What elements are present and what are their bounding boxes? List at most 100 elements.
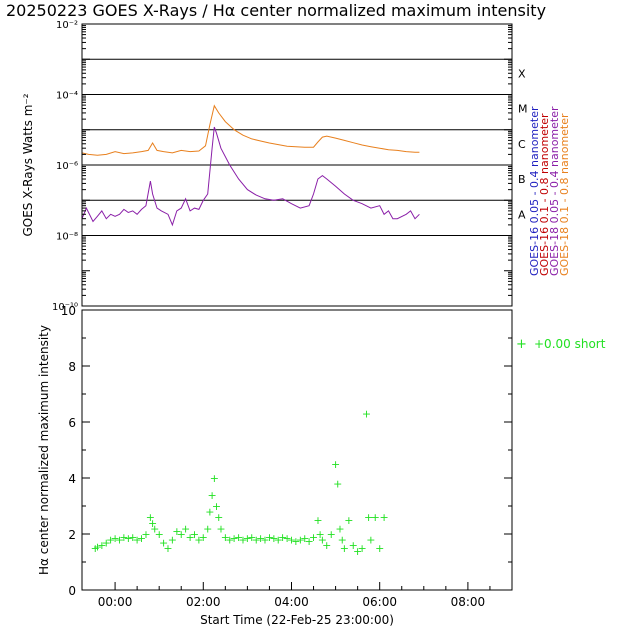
goes-legend-entry-3: GOES-18 0.1 - 0.8 nanometer (558, 113, 571, 276)
halpha-data-point: + (97, 539, 106, 552)
halpha-data-point: + (265, 531, 274, 544)
halpha-data-point: + (260, 534, 269, 547)
halpha-data-point: + (216, 522, 225, 535)
halpha-y-ticks: 0 2 4 6 8 10 (61, 304, 512, 598)
halpha-data-point: + (287, 534, 296, 547)
halpha-data-point: + (194, 534, 203, 547)
halpha-data-point: + (252, 534, 261, 547)
halpha-data-point: + (305, 535, 314, 548)
halpha-data-point: + (300, 532, 309, 545)
halpha-points-group: ++++++++++++++++++++++++++++++++++++++++… (91, 408, 389, 558)
goes-y-axis-label: GOES X-Rays Watts m⁻² (21, 93, 35, 236)
halpha-data-point: + (181, 522, 190, 535)
halpha-data-point: + (146, 511, 155, 524)
halpha-data-point: + (115, 534, 124, 547)
halpha-y-tick-label: 4 (68, 472, 76, 486)
goes-series-group (81, 104, 420, 227)
halpha-data-point: + (185, 531, 194, 544)
halpha-data-point: + (207, 489, 216, 502)
flare-class-label-m: M (518, 103, 528, 116)
halpha-data-point: + (331, 458, 340, 471)
halpha-y-tick-label: 10 (61, 304, 76, 318)
halpha-y-axis-label: Hα center normalized maximum intensity (37, 325, 51, 575)
goes-legend-entry-0: GOES-16 0.05 - 0.4 nanometer (528, 106, 541, 276)
halpha-data-point: + (106, 534, 115, 547)
halpha-data-point: + (141, 528, 150, 541)
halpha-data-point: + (168, 534, 177, 547)
halpha-data-point: + (256, 532, 265, 545)
halpha-legend: + +0.00 short (516, 337, 606, 352)
halpha-plot-frame (81, 309, 513, 591)
flare-class-label-b: B (518, 173, 526, 186)
time-x-tick-label: 02:00 (186, 595, 221, 609)
halpha-data-point: + (344, 514, 353, 527)
halpha-data-point: + (119, 531, 128, 544)
halpha-data-point: + (247, 531, 256, 544)
halpha-data-point: + (278, 531, 287, 544)
halpha-data-point: + (238, 534, 247, 547)
halpha-data-point: + (327, 528, 336, 541)
halpha-data-point: + (163, 542, 172, 555)
halpha-data-point: + (353, 545, 362, 558)
goes-legend-entry-2: GOES-18 0.05 - 0.4 nanometer (548, 106, 561, 276)
halpha-data-point: + (148, 517, 157, 530)
halpha-data-point: + (214, 511, 223, 524)
halpha-data-point: + (190, 528, 199, 541)
halpha-data-point: + (269, 532, 278, 545)
halpha-y-tick-label: 6 (68, 416, 76, 430)
halpha-data-point: + (225, 534, 234, 547)
halpha-data-point: + (349, 539, 358, 552)
halpha-data-point: + (133, 534, 142, 547)
halpha-data-point: + (128, 531, 137, 544)
halpha-data-point: + (313, 514, 322, 527)
halpha-data-point: + (221, 531, 230, 544)
halpha-data-point: + (203, 522, 212, 535)
time-x-tick-label: 08:00 (451, 595, 486, 609)
halpha-data-point: + (93, 541, 102, 554)
halpha-data-point: + (291, 535, 300, 548)
goes-y-tick-label: 10⁻¹⁰ (52, 302, 78, 313)
goes-legend-entry-1: GOES-16 0.1 - 0.8 nanometer (538, 113, 551, 276)
goes-xray-panel: 10⁻² 10⁻⁴ 10⁻⁶ 10⁻⁸ 10⁻¹⁰ X M C B A GOES X-Rays … (21, 20, 571, 313)
flare-class-label-a: A (518, 208, 526, 221)
halpha-data-point: + (375, 542, 384, 555)
halpha-data-point: + (364, 511, 373, 524)
halpha-data-point: + (110, 532, 119, 545)
halpha-data-point: + (210, 472, 219, 485)
goes-y-tick-label: 10⁻⁶ (56, 161, 78, 172)
halpha-data-point: + (274, 534, 283, 547)
halpha-data-point: + (243, 532, 252, 545)
halpha-data-point: + (159, 536, 168, 549)
time-x-tick-label: 04:00 (274, 595, 309, 609)
flare-class-label-x: X (518, 67, 526, 80)
halpha-data-point: + (155, 528, 164, 541)
halpha-data-point: + (230, 532, 239, 545)
halpha-panel: ++++++++++++++++++++++++++++++++++++++++… (37, 304, 606, 627)
halpha-data-point: + (316, 528, 325, 541)
flare-class-labels: X M C B A (518, 67, 528, 221)
goes-series-line-1 (81, 126, 420, 227)
halpha-data-point: + (296, 534, 305, 547)
halpha-data-point: + (335, 522, 344, 535)
halpha-legend-symbol: + (516, 337, 527, 352)
halpha-data-point: + (102, 536, 111, 549)
halpha-y-tick-label: 2 (68, 528, 76, 542)
halpha-data-point: + (91, 542, 100, 555)
halpha-data-point: + (137, 532, 146, 545)
halpha-data-point: + (309, 531, 318, 544)
halpha-data-point: + (282, 532, 291, 545)
halpha-data-point: + (124, 532, 133, 545)
halpha-y-tick-label: 0 (68, 584, 76, 598)
halpha-data-point: + (205, 506, 214, 519)
halpha-data-point: + (318, 534, 327, 547)
halpha-data-point: + (333, 478, 342, 491)
halpha-data-point: + (371, 511, 380, 524)
halpha-data-point: + (379, 511, 388, 524)
goes-y-tick-label: 10⁻⁴ (56, 91, 78, 102)
halpha-data-point: + (338, 534, 347, 547)
class-gridlines (82, 58, 512, 236)
time-x-ticks: 00:00 02:00 04:00 06:00 08:00 (98, 582, 491, 609)
halpha-data-point: + (212, 500, 221, 513)
